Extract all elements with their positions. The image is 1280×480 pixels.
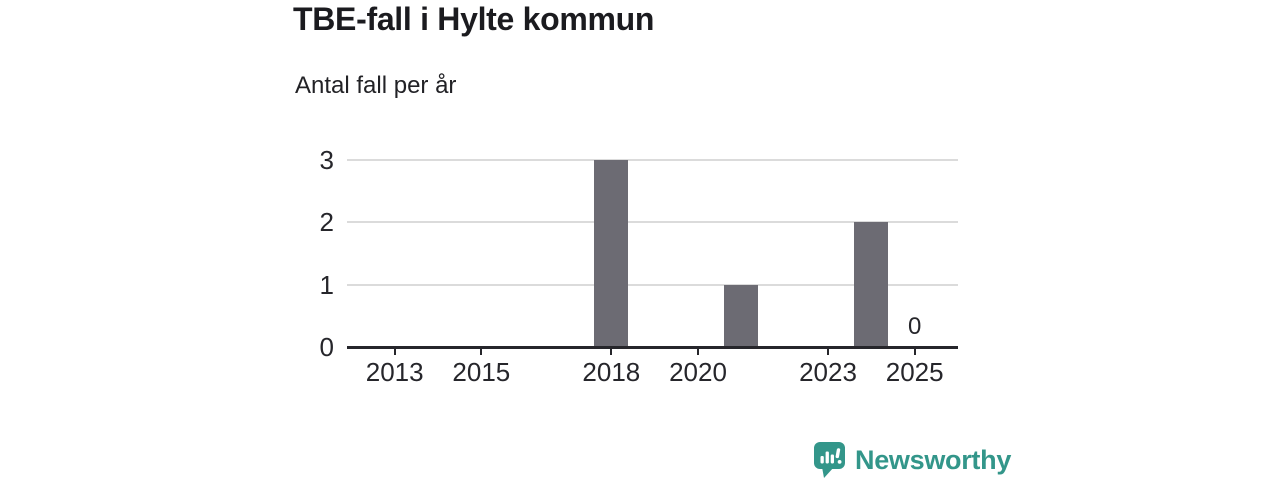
y-tick-label-0: 0 bbox=[319, 332, 334, 362]
gridline-y-1 bbox=[347, 283, 958, 286]
bar-2018 bbox=[594, 160, 629, 347]
x-tick-label-2020: 2020 bbox=[669, 357, 727, 387]
bar-2021 bbox=[724, 284, 759, 347]
x-axis-line bbox=[347, 345, 958, 349]
chart-subtitle: Antal fall per år bbox=[295, 72, 457, 99]
gridline-y-3 bbox=[347, 159, 958, 161]
x-tick-2015 bbox=[480, 348, 483, 355]
x-tick-label-2025: 2025 bbox=[885, 357, 944, 387]
bar-2024 bbox=[854, 222, 889, 347]
chart-title: TBE-fall i Hylte kommun bbox=[293, 1, 655, 37]
x-tick-label-2023: 2023 bbox=[799, 357, 857, 387]
newsworthy-logo[interactable]: Newsworthy bbox=[813, 441, 1011, 479]
x-tick-2013 bbox=[393, 348, 396, 355]
gridline-y-2 bbox=[347, 221, 958, 224]
y-tick-label-1: 1 bbox=[319, 269, 334, 300]
x-tick-2023 bbox=[827, 348, 829, 355]
newsworthy-logo-icon bbox=[814, 442, 845, 478]
y-tick-label-3: 3 bbox=[319, 145, 334, 175]
bar-value-label-2025: 0 bbox=[907, 313, 922, 340]
newsworthy-logo-text: Newsworthy bbox=[855, 445, 1012, 475]
x-tick-2020 bbox=[697, 348, 699, 355]
chart-plot-area: 0 1 2 3 2013 2015 2018 2020 2023 2025 0 bbox=[320, 147, 958, 385]
x-tick-label-2015: 2015 bbox=[452, 357, 511, 387]
x-tick-label-2018: 2018 bbox=[582, 357, 641, 387]
x-tick-2018 bbox=[610, 348, 613, 355]
y-tick-label-2: 2 bbox=[319, 207, 334, 238]
x-tick-label-2013: 2013 bbox=[365, 357, 424, 387]
x-tick-2025 bbox=[913, 348, 916, 355]
